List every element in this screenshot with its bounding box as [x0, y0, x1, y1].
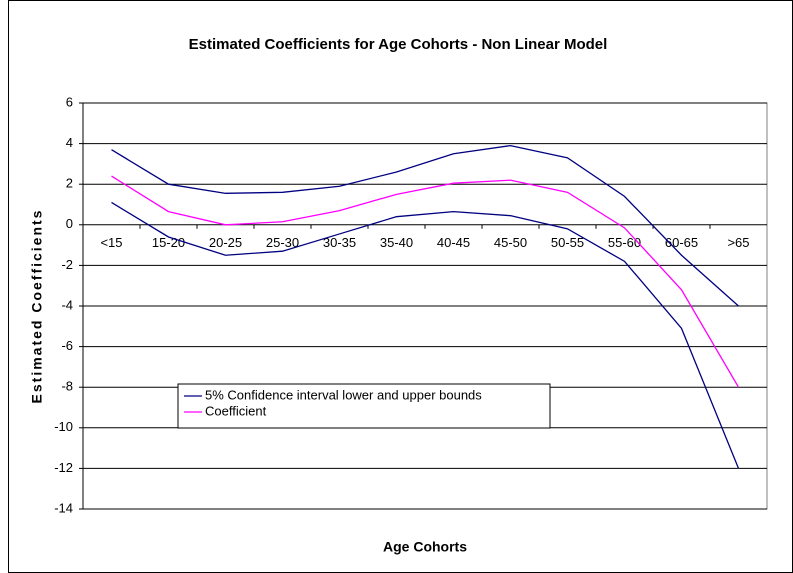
line-series: [111, 175, 740, 388]
x-tick-label: 20-25: [209, 235, 242, 250]
y-axis-title: Estimated Coefficients: [29, 209, 45, 404]
y-tick-label: -12: [54, 460, 73, 475]
y-tick-label: -2: [61, 257, 73, 272]
line-series: [111, 201, 740, 469]
y-tick-label: -14: [54, 500, 73, 515]
x-tick-label: 45-50: [494, 235, 527, 250]
chart-title: Estimated Coefficients for Age Cohorts -…: [189, 36, 608, 53]
y-tick-label: -8: [61, 379, 73, 394]
x-tick-label: 25-30: [266, 235, 299, 250]
legend-label: Coefficient: [205, 403, 267, 418]
y-tick-label: -4: [61, 297, 73, 312]
y-tick-label: 4: [66, 135, 73, 150]
x-tick-label: <15: [100, 235, 122, 250]
legend-box: [177, 383, 551, 429]
y-tick-label: -6: [61, 338, 73, 353]
y-tick-label: -10: [54, 419, 73, 434]
y-tick-label: 2: [66, 176, 73, 191]
x-axis-title: Age Cohorts: [383, 539, 467, 555]
x-tick-label: 50-55: [551, 235, 584, 250]
y-tick-label: 6: [66, 94, 73, 109]
x-tick-label: 55-60: [608, 235, 641, 250]
chart-frame: [8, 0, 793, 573]
x-tick-label: 40-45: [437, 235, 470, 250]
legend-label: 5% Confidence interval lower and upper b…: [205, 387, 482, 402]
y-tick-label: 0: [66, 216, 73, 231]
x-tick-label: >65: [727, 235, 749, 250]
x-tick-label: 35-40: [380, 235, 413, 250]
x-tick-label: 30-35: [323, 235, 356, 250]
line-series: [111, 144, 739, 307]
